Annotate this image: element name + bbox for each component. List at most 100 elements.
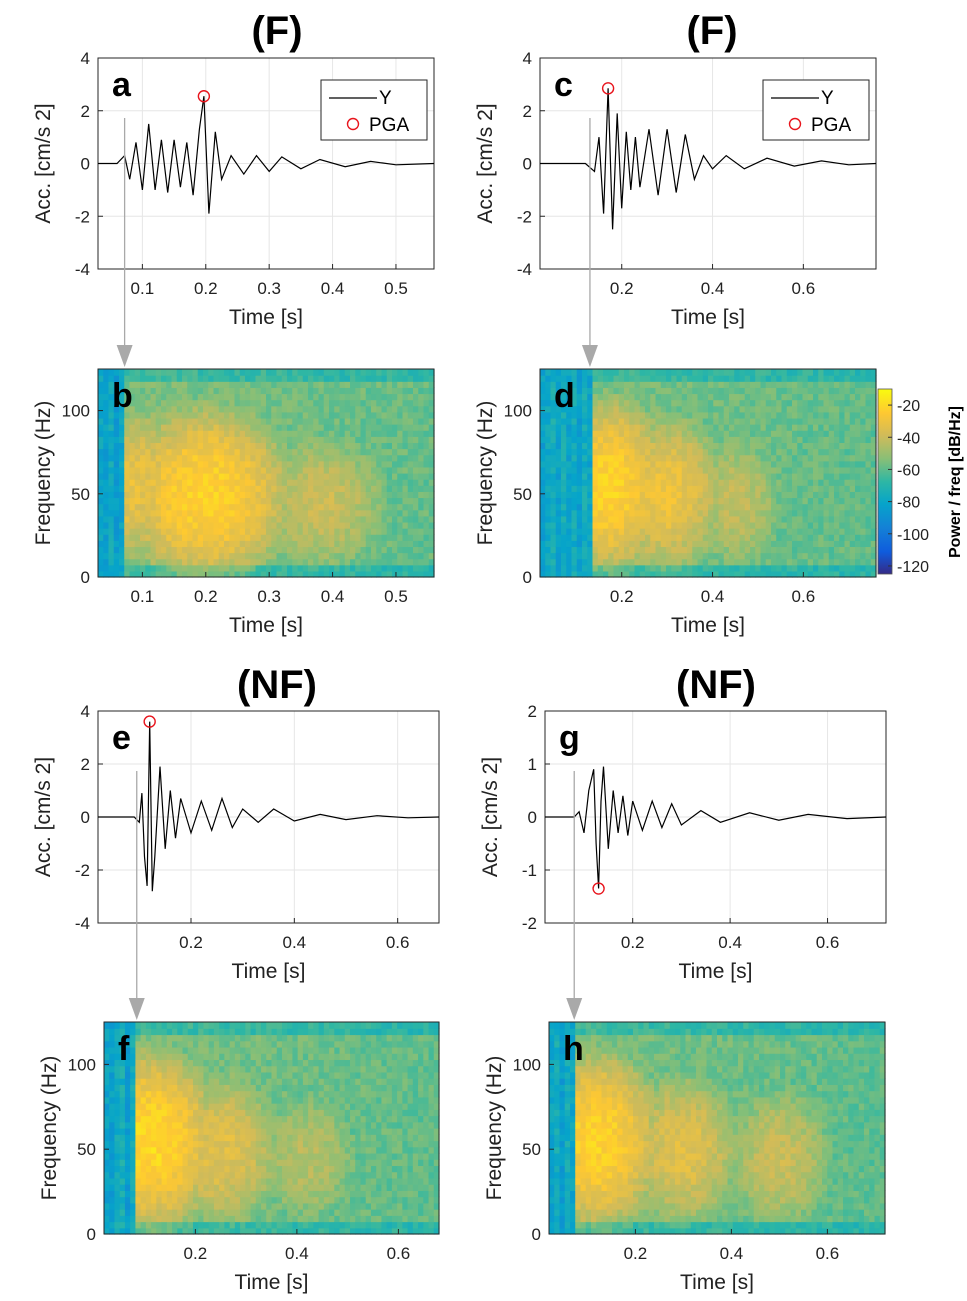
spectrogram-cell <box>723 521 730 529</box>
spectrogram-cell <box>397 491 404 499</box>
spectrogram-cell <box>218 528 225 535</box>
spectrogram-cell <box>671 558 678 566</box>
spectrogram-cell <box>813 375 819 382</box>
spectrogram-cell <box>109 1022 116 1029</box>
spectrogram-cell <box>671 460 678 468</box>
spectrogram-cell <box>834 534 840 541</box>
spectrogram-cell <box>755 491 762 499</box>
spectrogram-cell <box>666 369 672 376</box>
spectrogram-cell <box>161 564 167 572</box>
spectrogram-cell <box>334 509 341 517</box>
spectrogram-cell <box>660 399 667 407</box>
spectrogram-cell <box>839 424 846 431</box>
spectrogram-cell <box>386 515 393 523</box>
spectrogram-cell <box>213 509 220 517</box>
spectrogram-cell <box>660 485 667 492</box>
spectrogram-cell <box>692 521 699 529</box>
spectrogram-cell <box>350 430 356 437</box>
spectrogram-cell <box>350 479 356 486</box>
spectrogram-cell <box>192 1227 199 1235</box>
spectrogram-cell <box>797 405 804 413</box>
spectrogram-cell <box>681 442 688 450</box>
spectrogram-cell <box>245 564 251 572</box>
spectrogram-cell <box>545 442 552 450</box>
spectrogram-cell <box>860 387 867 395</box>
spectrogram-cell <box>198 1159 205 1167</box>
spectrogram-cell <box>870 393 877 401</box>
spectrogram-cell <box>360 515 367 523</box>
spectrogram-cell <box>281 515 288 523</box>
spectrogram-cell <box>371 442 377 450</box>
spectrogram-cell <box>860 485 867 492</box>
spectrogram-cell <box>334 473 341 480</box>
spectrogram-cell <box>702 473 709 480</box>
spectrogram-cell <box>744 509 751 517</box>
spectrogram-cell <box>218 424 225 431</box>
spectrogram-cell <box>587 436 594 444</box>
spectrogram-cell <box>555 491 562 499</box>
spectrogram-cell <box>776 417 783 425</box>
spectrogram-cell <box>713 436 720 444</box>
spectrogram-cell <box>271 491 278 499</box>
spectrogram-cell <box>198 1090 205 1098</box>
spectrogram-cell <box>192 570 199 578</box>
spectrogram-cell <box>313 405 320 413</box>
spectrogram-cell <box>124 1165 131 1173</box>
spectrogram-cell <box>109 1071 116 1079</box>
spectrogram-cell <box>344 521 351 529</box>
spectrogram-cell <box>545 436 552 444</box>
spectrogram-b <box>98 369 435 578</box>
spectrogram-cell <box>566 479 573 486</box>
spectrogram-cell <box>828 546 835 554</box>
spectrogram-cell <box>392 424 398 431</box>
spectrogram-cell <box>555 411 562 419</box>
spectrogram-cell <box>760 393 767 401</box>
spectrogram-cell <box>723 381 730 388</box>
spectrogram-cell <box>407 570 414 578</box>
spectrogram-cell <box>760 454 767 462</box>
spectrogram-cell <box>592 460 599 468</box>
spectrogram-cell <box>629 375 636 382</box>
spectrogram-cell <box>666 540 672 548</box>
spectrogram-cell <box>676 399 683 407</box>
spectrogram-cell <box>134 430 141 437</box>
spectrogram-cell <box>402 466 409 474</box>
spectrogram-cell <box>718 540 725 548</box>
spectrogram-cell <box>828 430 835 437</box>
spectrogram-cell <box>781 515 788 523</box>
spectrogram-cell <box>582 375 588 382</box>
spectrogram-cell <box>229 436 236 444</box>
spectrogram-cell <box>318 454 325 462</box>
spectrogram-cell <box>197 503 204 511</box>
spectrogram-cell <box>413 436 419 444</box>
spectrogram-cell <box>697 503 704 511</box>
spectrogram-cell <box>771 564 777 572</box>
spectrogram-cell <box>135 1046 142 1054</box>
spectrogram-cell <box>323 460 330 468</box>
spectrogram-cell <box>104 1109 110 1117</box>
spectrogram-cell <box>172 1028 178 1036</box>
spectrogram-cell <box>161 1096 168 1104</box>
spectrogram-cell <box>765 479 772 486</box>
spectrogram-cell <box>313 375 320 382</box>
spectrogram-cell <box>176 528 183 535</box>
spectrogram-cell <box>177 1221 184 1229</box>
spectrogram-cell <box>608 436 615 444</box>
spectrogram-cell <box>582 405 588 413</box>
spectrogram-cell <box>797 564 804 572</box>
spectrogram-cell <box>155 466 162 474</box>
spectrogram-cell <box>381 479 388 486</box>
spectrogram-cell <box>413 479 419 486</box>
spectrogram-cell <box>392 515 398 523</box>
spectrogram-cell <box>681 515 688 523</box>
spectrogram-cell <box>376 381 383 388</box>
spectrogram-cell <box>834 442 840 450</box>
spectrogram-cell <box>613 497 620 505</box>
spectrogram-cell <box>660 369 667 376</box>
spectrogram-cell <box>823 460 830 468</box>
spectrogram-cell <box>171 399 178 407</box>
spectrogram-cell <box>234 570 241 578</box>
spectrogram-cell <box>545 570 552 578</box>
spectrogram-cell <box>776 546 783 554</box>
spectrogram-cell <box>360 509 367 517</box>
